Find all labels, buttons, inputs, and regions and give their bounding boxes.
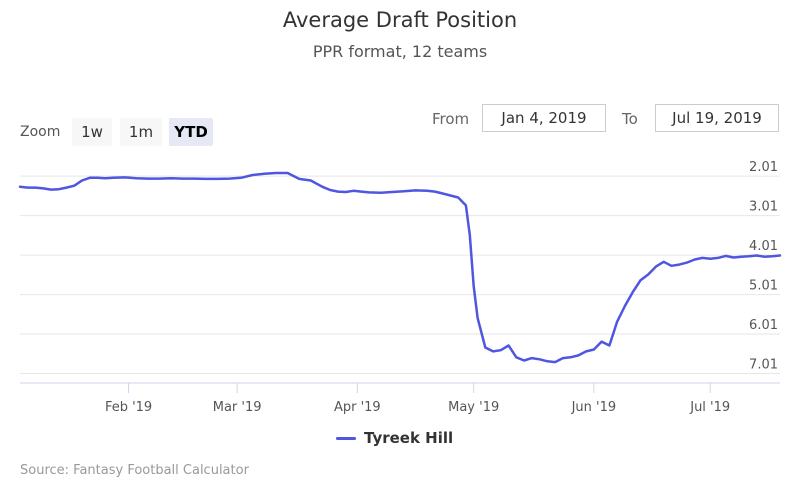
y-axis: 2.01 3.01 4.01 5.01 6.01 7.01: [749, 160, 778, 372]
from-label: From: [432, 110, 470, 128]
y-tick-label: 2.01: [749, 160, 778, 175]
y-tick-label: 3.01: [749, 200, 778, 215]
x-axis: Feb '19 Mar '19 Apr '19 May '19 Jun '19 Jul '…: [20, 382, 780, 415]
zoom-ytd-button[interactable]: YTD: [169, 118, 213, 146]
chart-title: Average Draft Position: [282, 8, 518, 32]
series-layer: [18, 171, 782, 364]
zoom-1m-button[interactable]: 1m: [120, 118, 162, 146]
adp-line-chart: Feb '19 Mar '19 Apr '19 May '19 Jun '19 Jul '…: [18, 160, 782, 415]
x-tick-label: Apr '19: [334, 400, 381, 415]
x-tick-label: Mar '19: [213, 400, 262, 415]
x-tick-label: Feb '19: [105, 400, 152, 415]
to-date-input[interactable]: Jul 19, 2019: [655, 104, 779, 132]
y-tick-label: 6.01: [749, 318, 778, 333]
from-date-input[interactable]: Jan 4, 2019: [482, 104, 606, 132]
chart-subtitle: PPR format, 12 teams: [312, 42, 488, 61]
zoom-label: Zoom: [20, 124, 61, 140]
y-tick-label: 5.01: [749, 279, 778, 294]
y-tick-label: 4.01: [749, 239, 778, 254]
legend-swatch: [336, 436, 356, 440]
grid-lines: [20, 175, 780, 375]
x-tick-label: Jun '19: [571, 400, 617, 415]
legend-item-tyreek-hill[interactable]: Tyreek Hill: [336, 426, 453, 450]
legend-label: Tyreek Hill: [364, 429, 454, 447]
x-tick-label: Jul '19: [689, 400, 730, 415]
source-credit: Source: Fantasy Football Calculator: [20, 463, 249, 478]
series-line-tyreek-hill: [18, 171, 782, 364]
zoom-1w-button[interactable]: 1w: [72, 118, 112, 146]
x-tick-label: May '19: [448, 400, 499, 415]
y-tick-label: 7.01: [749, 358, 778, 373]
to-label: To: [622, 110, 638, 128]
